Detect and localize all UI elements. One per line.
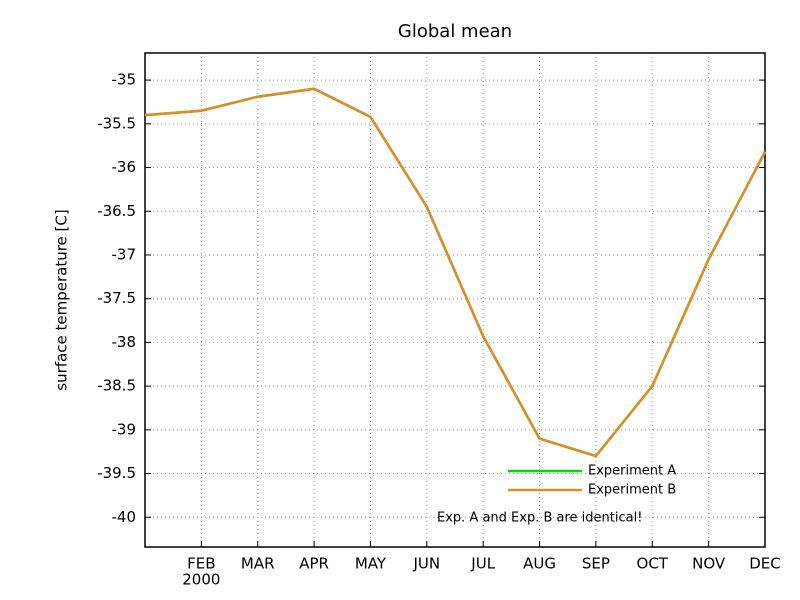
x-tick-label: APR <box>299 555 329 573</box>
x-tick-label: MAR <box>241 555 275 573</box>
legend-label: Experiment B <box>588 483 676 498</box>
annotation: Exp. A and Exp. B are identical! <box>437 511 642 526</box>
x-tick-label: JUL <box>470 555 495 573</box>
y-tick-label: -40 <box>112 508 137 526</box>
y-axis-label: surface temperature [C] <box>53 209 71 390</box>
y-tick-label: -39 <box>112 420 137 438</box>
y-tick-label: -35 <box>112 71 137 89</box>
legend-label: Experiment A <box>588 464 676 479</box>
y-tick-label: -39.5 <box>97 464 136 482</box>
x-tick-label: AUG <box>523 555 556 573</box>
series-line <box>144 87 767 458</box>
y-tick-label: -38.5 <box>97 377 136 395</box>
plot-frame <box>144 52 766 548</box>
y-tick-label: -36 <box>112 158 137 176</box>
x-tick-label: JUN <box>413 555 441 573</box>
x-tick-label: MAY <box>355 555 387 573</box>
x-tick-label: NOV <box>692 555 726 573</box>
y-tick-label: -35.5 <box>97 114 136 132</box>
x-tick-label: OCT <box>637 555 669 573</box>
y-tick-label: -36.5 <box>97 202 136 220</box>
y-tick-label: -38 <box>112 333 137 351</box>
y-tick-label: -37.5 <box>97 289 136 307</box>
x-tick-label: SEP <box>582 555 610 573</box>
x-tick-label: FEB <box>187 555 215 573</box>
chart-title: Global mean <box>398 21 512 42</box>
x-tick-label: DEC <box>749 555 781 573</box>
y-tick-label: -37 <box>112 245 137 263</box>
x-year-label: 2000 <box>182 571 220 589</box>
